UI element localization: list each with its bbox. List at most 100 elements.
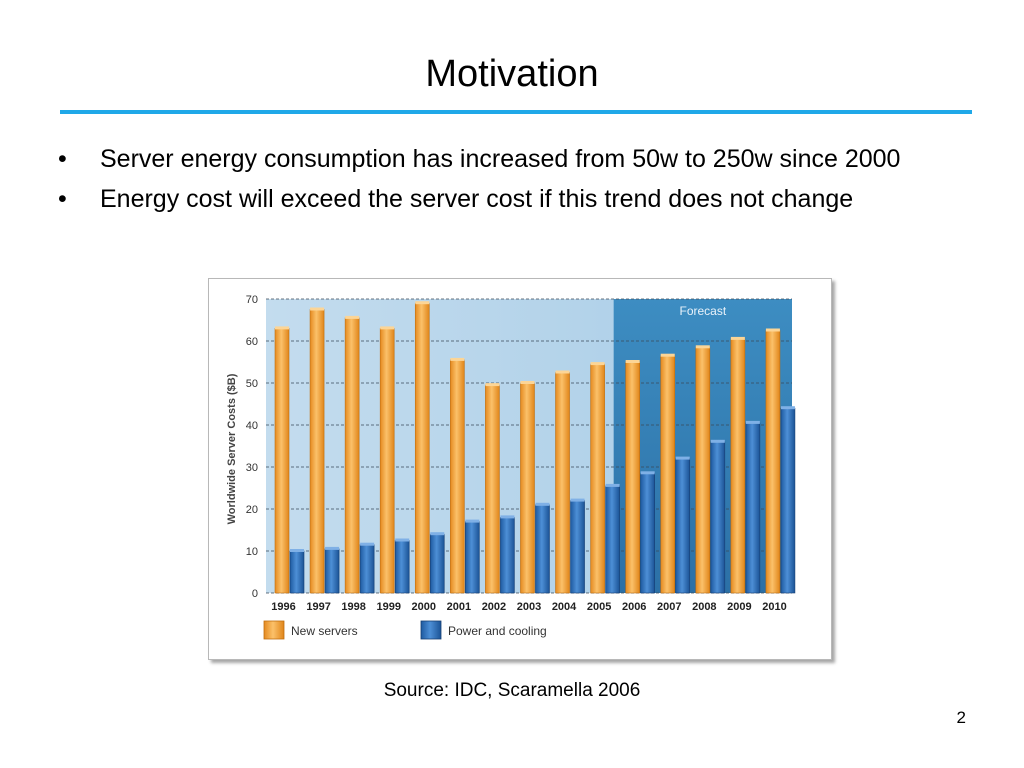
bar-new-servers-cap: [695, 345, 710, 349]
forecast-label: Forecast: [679, 304, 726, 318]
legend-label-power-cooling: Power and cooling: [448, 624, 547, 638]
bar-power-cooling: [500, 517, 515, 594]
bar-new-servers: [379, 328, 395, 594]
bar-power-cooling: [605, 485, 620, 594]
bar-new-servers: [414, 302, 430, 594]
x-tick-label: 1997: [306, 601, 330, 613]
bar-new-servers-cap: [450, 357, 465, 361]
bullet-dot-icon: •: [58, 145, 67, 173]
bar-new-servers: [660, 355, 676, 594]
bar-new-servers: [450, 359, 465, 594]
bar-power-cooling-cap: [675, 456, 690, 460]
bar-power-cooling-cap: [395, 538, 410, 542]
bar-power-cooling: [710, 441, 726, 594]
bar-power-cooling: [780, 407, 796, 594]
source-caption: Source: IDC, Scaramella 2006: [383, 680, 641, 701]
x-tick-label: 2003: [517, 601, 541, 613]
bar-new-servers-cap: [765, 328, 780, 332]
bar-power-cooling: [640, 473, 655, 594]
bar-power-cooling-cap: [710, 439, 725, 443]
slide-title: Motivation: [425, 53, 599, 95]
bar-power-cooling: [745, 422, 761, 594]
y-axis-label: Worldwide Server Costs ($B): [226, 373, 238, 524]
bar-new-servers: [695, 347, 711, 594]
bar-new-servers-cap: [485, 383, 500, 387]
bar-new-servers: [344, 317, 360, 594]
bar-new-servers-cap: [555, 370, 570, 374]
bullet-item: • Energy cost will exceed the server cos…: [58, 182, 978, 216]
x-tick-label: 2007: [657, 601, 681, 613]
legend-label-new-servers: New servers: [291, 624, 358, 638]
bar-new-servers-cap: [415, 301, 430, 305]
bar-new-servers-cap: [660, 353, 675, 357]
bar-new-servers: [274, 328, 290, 594]
bar-power-cooling-cap: [430, 532, 445, 536]
x-tick-label: 2002: [482, 601, 506, 613]
bar-power-cooling: [289, 550, 305, 594]
y-tick-label: 60: [246, 336, 258, 348]
page-number: 2: [956, 708, 966, 727]
bar-power-cooling-cap: [360, 542, 375, 546]
bullet-list: • Server energy consumption has increase…: [58, 142, 978, 222]
bar-power-cooling: [359, 544, 375, 594]
bar-new-servers: [765, 330, 781, 594]
y-tick-label: 70: [246, 294, 258, 306]
legend-swatch-new-servers: [263, 620, 285, 640]
legend-swatch-power-cooling: [420, 620, 442, 640]
bullet-item: • Server energy consumption has increase…: [58, 142, 978, 176]
bar-power-cooling: [570, 500, 585, 594]
x-tick-label: 2001: [447, 601, 471, 613]
x-tick-label: 2010: [762, 601, 786, 613]
y-tick-label: 50: [246, 378, 258, 390]
bar-new-servers: [309, 309, 325, 594]
x-tick-label: 1998: [341, 601, 365, 613]
x-tick-label: 2006: [622, 601, 646, 613]
title-underline: [60, 110, 972, 114]
x-tick-label: 1999: [376, 601, 400, 613]
bar-new-servers-cap: [520, 381, 535, 384]
bar-new-servers: [590, 363, 605, 594]
bar-power-cooling: [535, 504, 550, 594]
bar-new-servers: [730, 338, 746, 594]
chart-frame: Forecast 0 10 20 30 40 50 60 70 1996 1997 1998 1999…: [208, 278, 832, 660]
bar-power-cooling-cap: [290, 549, 304, 552]
bar-new-servers-cap: [730, 336, 745, 340]
bar-new-servers: [520, 382, 535, 594]
x-tick-label: 2005: [587, 601, 611, 613]
bar-power-cooling-cap: [500, 515, 515, 519]
bar-power-cooling-cap: [745, 420, 760, 424]
bar-power-cooling-cap: [640, 471, 655, 475]
y-tick-label: 30: [246, 462, 258, 474]
bullet-dot-icon: •: [58, 185, 67, 213]
bar-power-cooling-cap: [605, 483, 620, 487]
x-tick-label: 2009: [727, 601, 751, 613]
bar-power-cooling: [465, 521, 480, 594]
legend: New servers Power and cooling: [263, 620, 547, 640]
bar-new-servers-cap: [380, 326, 395, 330]
y-tick-label: 0: [252, 588, 258, 600]
bar-new-servers-cap: [345, 315, 360, 319]
y-tick-label: 10: [246, 546, 258, 558]
bullet-text: Server energy consumption has increased …: [100, 145, 901, 173]
x-tick-label: 2008: [692, 601, 716, 613]
y-tick-label: 40: [246, 420, 258, 432]
bar-power-cooling: [324, 548, 340, 594]
bar-new-servers-cap: [590, 362, 605, 366]
bar-power-cooling: [394, 540, 410, 594]
x-tick-label: 2004: [552, 601, 577, 613]
bar-power-cooling: [429, 533, 445, 594]
y-tick-label: 20: [246, 504, 258, 516]
x-tick-label: 1996: [271, 601, 295, 613]
bar-power-cooling-cap: [325, 546, 340, 550]
bar-new-servers-cap: [275, 326, 289, 330]
bullet-text: Energy cost will exceed the server cost …: [100, 185, 854, 213]
bar-power-cooling: [675, 458, 691, 594]
bar-power-cooling-cap: [570, 498, 585, 502]
bar-new-servers: [625, 361, 640, 594]
server-costs-chart: Forecast 0 10 20 30 40 50 60 70 1996 1997 1998 1999…: [226, 294, 796, 640]
bar-power-cooling-cap: [465, 519, 480, 523]
bar-power-cooling-cap: [535, 502, 550, 506]
bar-new-servers-cap: [625, 360, 640, 363]
bar-new-servers: [485, 384, 500, 594]
bar-new-servers: [555, 372, 570, 594]
